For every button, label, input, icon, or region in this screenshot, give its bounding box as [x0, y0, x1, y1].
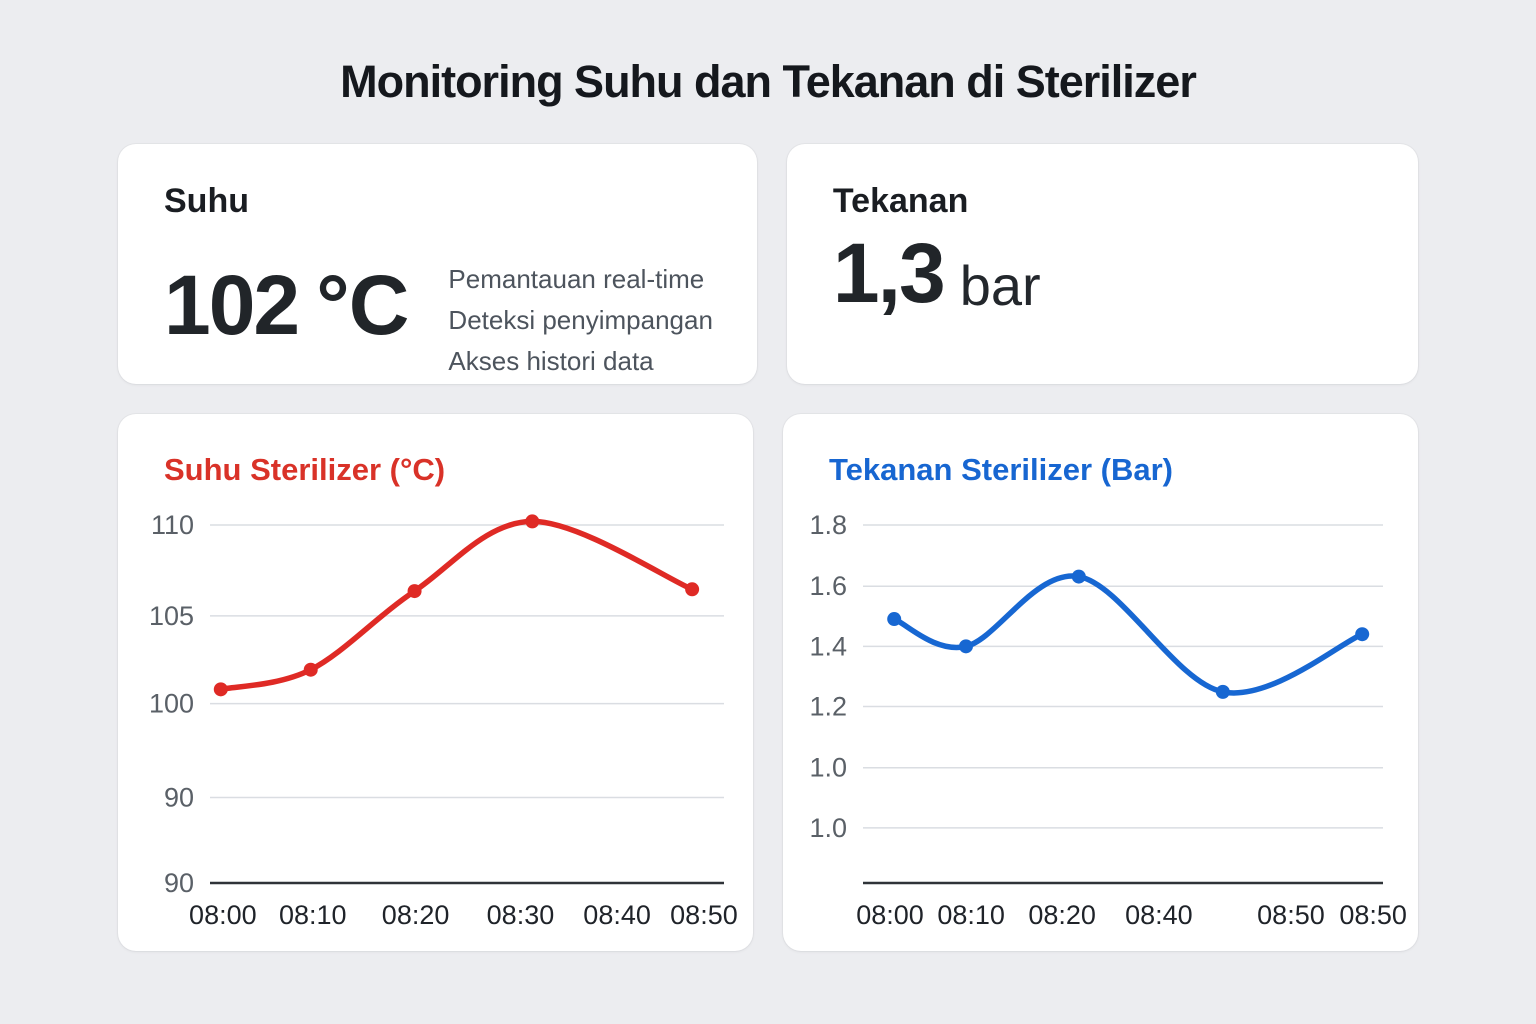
- svg-text:105: 105: [149, 601, 194, 631]
- svg-text:1.0: 1.0: [809, 813, 847, 843]
- svg-text:08:00: 08:00: [856, 900, 924, 930]
- svg-text:08:20: 08:20: [382, 900, 450, 930]
- tekanan-line-chart: 1.8 1.6 1.4 1.2 1.0 1.0 08:00 08:10 08:20 08:40 08…: [809, 510, 1407, 930]
- svg-text:1.6: 1.6: [809, 571, 847, 601]
- tekanan-unit: bar: [959, 254, 1041, 318]
- svg-text:08:40: 08:40: [583, 900, 651, 930]
- svg-text:90: 90: [164, 868, 194, 898]
- svg-text:08:50: 08:50: [670, 900, 738, 930]
- tekanan-value-line: 1,3 bar: [833, 229, 1374, 317]
- suhu-unit: °C: [316, 258, 409, 353]
- chart-cards-row: Suhu Sterilizer (°C) 110 105 100 90 90 08:00 0…: [118, 414, 1418, 951]
- feature-item: Akses histori data: [448, 346, 654, 376]
- svg-text:1.8: 1.8: [809, 510, 847, 540]
- svg-text:90: 90: [164, 782, 194, 812]
- svg-text:08:10: 08:10: [279, 900, 347, 930]
- feature-item: Pemantauan real-time: [448, 264, 705, 294]
- suhu-label: Suhu: [164, 182, 249, 220]
- suhu-value: 102: [164, 258, 300, 353]
- suhu-card: Suhu 102 °C Pemantauan real-time Deteksi…: [118, 144, 757, 384]
- tekanan-chart-card: Tekanan Sterilizer (Bar) 1.8 1.6 1.4 1.2 1.0…: [783, 414, 1418, 951]
- tekanan-chart-title: Tekanan Sterilizer (Bar): [829, 452, 1173, 487]
- suhu-feature-list: Pemantauan real-time Deteksi penyimpanga…: [448, 259, 713, 382]
- svg-text:08:00: 08:00: [189, 900, 257, 930]
- page-title: Monitoring Suhu dan Tekanan di Sterilize…: [340, 56, 1197, 107]
- suhu-chart-title: Suhu Sterilizer (°C): [164, 452, 446, 487]
- stat-cards-row: Suhu 102 °C Pemantauan real-time Deteksi…: [118, 144, 1418, 384]
- svg-text:1.2: 1.2: [809, 692, 847, 722]
- svg-text:08:20: 08:20: [1028, 900, 1096, 930]
- suhu-chart-card: Suhu Sterilizer (°C) 110 105 100 90 90 08:00 0…: [118, 414, 753, 951]
- svg-text:08:40: 08:40: [1125, 900, 1193, 930]
- tekanan-value: 1,3: [832, 226, 946, 320]
- svg-text:1.0: 1.0: [809, 753, 847, 783]
- tekanan-label: Tekanan: [832, 182, 969, 220]
- tekanan-card: Tekanan 1,3 bar: [786, 144, 1418, 384]
- feature-item: Deteksi penyimpangan: [448, 305, 713, 335]
- svg-text:100: 100: [149, 689, 194, 719]
- svg-text:08:10: 08:10: [937, 900, 1005, 930]
- svg-text:110: 110: [151, 510, 194, 540]
- dashboard: Monitoring Suhu dan Tekanan di Sterilize…: [0, 56, 1536, 1024]
- svg-text:08:50: 08:50: [1339, 900, 1407, 930]
- svg-text:1.4: 1.4: [809, 631, 847, 661]
- svg-text:08:30: 08:30: [487, 900, 555, 930]
- suhu-value-line: 102 °C Pemantauan real-time Deteksi peny…: [164, 229, 713, 382]
- svg-text:08:50: 08:50: [1257, 900, 1325, 930]
